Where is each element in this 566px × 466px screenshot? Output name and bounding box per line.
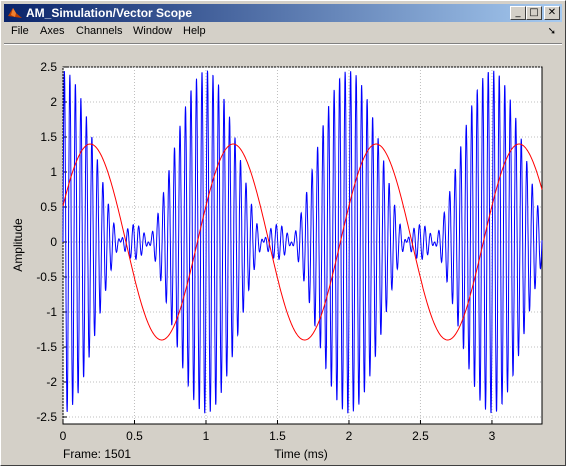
y-tick-label: -2	[46, 375, 57, 389]
minimize-icon: _	[515, 7, 521, 18]
menu-axes[interactable]: Axes	[40, 25, 65, 37]
x-axis-label: Time (ms)	[274, 447, 328, 461]
y-axis-label: Amplitude	[11, 218, 25, 272]
window-title: AM_Simulation/Vector Scope	[26, 6, 193, 20]
maximize-icon: □	[529, 7, 539, 18]
x-tick-label: 0.5	[126, 429, 143, 443]
menu-separator	[4, 43, 562, 45]
minimize-button[interactable]: _	[510, 6, 526, 20]
y-tick-label: 0	[50, 235, 57, 249]
title-bar[interactable]: AM_Simulation/Vector Scope _ □ ✕	[4, 4, 562, 22]
y-tick-label: -0.5	[36, 270, 57, 284]
menu-channels[interactable]: Channels	[76, 25, 123, 37]
menu-window[interactable]: Window	[133, 25, 173, 37]
y-tick-label: 2	[50, 95, 57, 109]
y-tick-label: 0.5	[40, 200, 57, 214]
menu-file[interactable]: File	[11, 25, 29, 37]
close-button[interactable]: ✕	[544, 6, 560, 20]
y-tick-label: 1.5	[40, 130, 57, 144]
x-tick-label: 2.5	[412, 429, 429, 443]
frame-label: Frame:	[63, 447, 102, 461]
frame-value: 1501	[104, 447, 132, 461]
x-tick-label: 0	[60, 429, 67, 443]
menu-help[interactable]: Help	[183, 25, 206, 37]
x-tick-label: 3	[489, 429, 496, 443]
menu-bar: File Axes Channels Window Help ➘	[4, 23, 562, 42]
y-tick-label: -1	[46, 305, 57, 319]
y-tick-label: -2.5	[36, 410, 57, 424]
x-tick-label: 2	[346, 429, 353, 443]
y-tick-labels: 2.5 2 1.5 1 0.5 0 -0.5 -1 -1.5 -2 -2.5	[36, 60, 57, 424]
y-tick-label: -1.5	[36, 340, 57, 354]
y-tick-label: 2.5	[40, 60, 57, 74]
series-message	[62, 143, 543, 341]
maximize-button[interactable]: □	[526, 6, 542, 20]
x-tick-labels: 0 0.5 1 1.5 2 2.5 3	[60, 429, 496, 443]
dock-arrow-icon[interactable]: ➘	[547, 26, 556, 37]
close-icon: ✕	[547, 7, 557, 18]
x-tick-label: 1.5	[269, 429, 286, 443]
frame-counter: Frame: 1501	[63, 447, 131, 461]
x-tick-label: 1	[203, 429, 210, 443]
matlab-logo-icon	[8, 8, 22, 18]
y-tick-label: 1	[50, 165, 57, 179]
series-am-signal	[62, 70, 543, 414]
